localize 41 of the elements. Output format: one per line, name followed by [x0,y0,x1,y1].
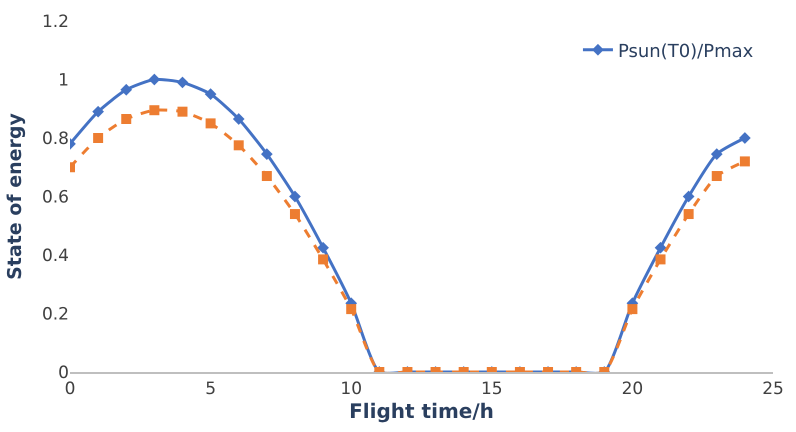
x-tick-label: 5 [205,379,216,400]
x-tick-label: 10 [340,379,362,400]
y-tick-label: 0.2 [42,304,69,324]
point [177,106,188,117]
point [289,190,301,202]
point [92,106,104,118]
point [120,84,132,96]
point [654,242,666,254]
point [710,148,723,160]
y-tick-label: 0.4 [42,246,69,266]
point [290,209,300,220]
point [318,254,328,264]
point [656,254,666,264]
y-tick-label: 0.8 [42,128,69,149]
y-axis-title: State of energy [4,112,26,280]
point [148,74,160,86]
y-tick-label: 0.6 [42,187,69,208]
point [93,133,104,143]
point [176,76,188,88]
point [234,140,244,150]
point [740,156,750,166]
point [232,113,245,125]
point [712,171,722,182]
x-tick-label: 20 [622,379,644,400]
point [260,148,273,160]
point [262,171,272,182]
point [204,88,216,100]
y-tick-label: 1.2 [42,12,69,32]
point [317,242,329,254]
y-tick-label: 0 [58,362,69,383]
x-tick-label: 25 [762,379,784,400]
x-tick-label: 15 [480,379,503,400]
y-tick-label: 1 [58,70,69,90]
point [121,114,132,124]
point [149,105,160,116]
point [682,190,694,202]
legend-label: Psun(T0)/Pmax [618,40,754,62]
point [739,132,751,144]
point [206,118,216,128]
point [684,209,694,220]
x-axis-title: Flight time/h [349,399,494,424]
